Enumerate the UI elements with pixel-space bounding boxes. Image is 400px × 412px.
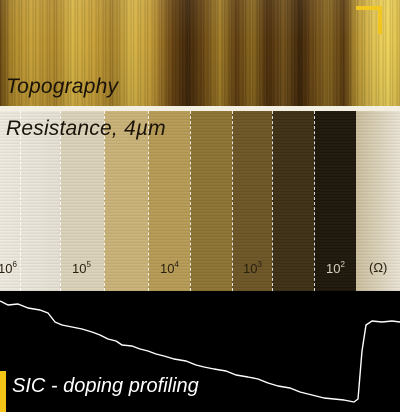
corner-bracket-icon [356, 6, 382, 34]
panel-divider [0, 106, 400, 111]
resistance-band [0, 111, 60, 291]
decade-boundary [314, 111, 315, 291]
unit-label: (Ω) [369, 260, 388, 275]
doping-profile-plot: SIC - doping profiling [0, 291, 400, 412]
resistance-label: Resistance, 4µm [6, 117, 166, 140]
decade-label: 104 [160, 260, 179, 276]
decade-boundary [190, 111, 191, 291]
resistance-map: Resistance, 4µm 106 105 104 103 102 (Ω) [0, 111, 400, 291]
decade-label: 106 [0, 260, 17, 276]
resistance-band [272, 111, 314, 291]
label-accent-bar [0, 371, 6, 412]
profile-label: SIC - doping profiling [12, 375, 199, 397]
resistance-band [104, 111, 148, 291]
decade-label: 102 [326, 260, 345, 276]
decade-boundary [272, 111, 273, 291]
topography-label: Topography [6, 75, 119, 98]
profile-line [0, 300, 400, 403]
decade-boundary [148, 111, 149, 291]
resistance-band [314, 111, 356, 291]
resistance-band [356, 111, 400, 291]
decade-boundary [20, 111, 21, 291]
decade-boundary [60, 111, 61, 291]
profile-trace [0, 300, 400, 403]
decade-boundary [232, 111, 233, 291]
resistance-band [190, 111, 232, 291]
decade-boundary [104, 111, 105, 291]
resistance-band [60, 111, 104, 291]
topography-image: Topography [0, 0, 400, 106]
resistance-band [148, 111, 190, 291]
resistance-band [232, 111, 272, 291]
decade-label: 105 [72, 260, 91, 276]
decade-label: 103 [243, 260, 262, 276]
